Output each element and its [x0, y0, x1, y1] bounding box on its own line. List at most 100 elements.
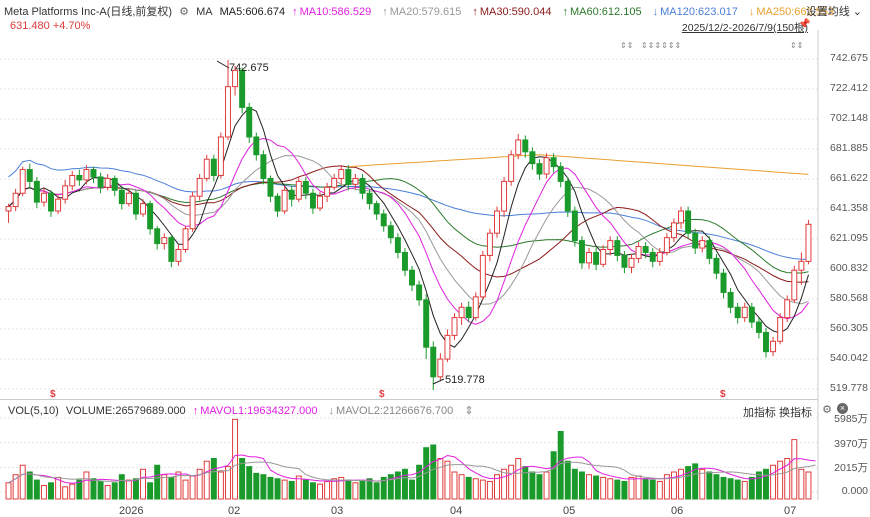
- candle-down: [302, 180, 309, 194]
- ma30-value: ↑ MA30:590.044: [472, 6, 552, 18]
- candle-up: [663, 237, 670, 253]
- candle-up: [607, 240, 614, 251]
- mavol2-value: ↓ MAVOL2:21266676.700: [328, 405, 454, 417]
- volume-bar: [663, 474, 670, 500]
- gear-icon[interactable]: ⚙: [822, 404, 832, 416]
- candle-down: [734, 306, 741, 319]
- candle-up: [331, 177, 338, 188]
- candle-down: [401, 251, 408, 271]
- volume-bar: [217, 471, 224, 500]
- candle-up: [437, 358, 444, 378]
- candle-up: [515, 139, 522, 156]
- ma20-value: ↑ MA20:579.615: [382, 6, 462, 18]
- volume-bar: [48, 482, 54, 500]
- candle-up: [295, 180, 302, 200]
- chevron-down-icon: ⌄: [852, 6, 862, 18]
- volume-bar: [536, 474, 543, 500]
- date-range[interactable]: 2025/12/2-2026/7/9(150根): [681, 22, 808, 34]
- candle-down: [685, 210, 692, 234]
- candle-down: [168, 237, 175, 262]
- candle-down: [154, 228, 161, 245]
- gear-icon[interactable]: ⚙: [179, 6, 190, 18]
- volume-axis-label: 5985万: [834, 413, 868, 425]
- volume-bar: [324, 480, 331, 500]
- event-marker[interactable]: $: [379, 389, 385, 400]
- switch-indicator-button[interactable]: 换指标: [779, 407, 812, 419]
- ma-label[interactable]: MA: [196, 6, 213, 18]
- date-axis-label: 04: [450, 505, 463, 517]
- volume-bar: [564, 460, 571, 500]
- price-axis-label: 580.568: [830, 292, 868, 304]
- candle-down: [309, 192, 316, 209]
- volume-bar: [770, 464, 777, 500]
- volume-bar: [253, 472, 260, 500]
- candle-up: [479, 254, 486, 298]
- candle-up: [40, 192, 47, 203]
- volume-bar: [203, 460, 210, 500]
- candle-down: [578, 240, 585, 264]
- candle-down: [132, 192, 139, 215]
- candle-down: [692, 232, 699, 249]
- volume-bar: [125, 479, 132, 500]
- candle-up: [444, 334, 451, 360]
- volume-bar: [656, 480, 663, 500]
- volume-bar: [345, 479, 352, 500]
- volume-bar: [239, 458, 246, 500]
- volume-bar: [494, 474, 500, 500]
- candle-up: [83, 169, 90, 181]
- candle-down: [274, 195, 281, 212]
- volume-bar: [40, 485, 47, 500]
- volume-bar: [281, 479, 288, 500]
- pin-icon[interactable]: 📌: [798, 19, 811, 30]
- volume-bar: [685, 466, 692, 500]
- candle-down: [536, 163, 543, 175]
- up-arrow-icon: ↑: [472, 6, 478, 18]
- price-axis-label: 702.148: [830, 112, 868, 124]
- candle-up: [317, 195, 323, 209]
- vol-label[interactable]: VOL(5,10): [8, 405, 59, 417]
- volume-bar: [12, 474, 19, 500]
- volume-bar: [373, 482, 380, 500]
- volume-bar: [458, 474, 465, 500]
- candle-down: [111, 177, 118, 191]
- volume-bar: [777, 460, 784, 500]
- ma120-value: ↓ MA120:623.017: [652, 6, 738, 18]
- candle-down: [720, 272, 727, 293]
- volume-bar: [97, 480, 104, 500]
- candle-down: [409, 269, 416, 286]
- volume-bar: [175, 471, 182, 500]
- candle-up: [12, 192, 19, 208]
- volume-axis-label: 3970万: [834, 437, 868, 450]
- volume-bar: [83, 471, 90, 500]
- candle-up: [175, 249, 182, 262]
- candle-down: [366, 192, 373, 205]
- stock-title: Meta Platforms Inc-A(日线,前复权): [4, 6, 173, 18]
- volume-bar: [387, 474, 394, 500]
- candle-up: [770, 340, 777, 353]
- candle-down: [239, 69, 246, 108]
- candle-down: [755, 321, 762, 333]
- event-marker[interactable]: $: [720, 389, 726, 400]
- volume-bar: [586, 474, 592, 500]
- candle-up: [798, 260, 805, 271]
- add-indicator-button[interactable]: 加指标: [742, 407, 776, 419]
- volume-bar: [670, 471, 677, 500]
- candle-up: [451, 317, 458, 336]
- volume-bar: [727, 478, 734, 500]
- candle-up: [182, 228, 189, 251]
- price-axis-label: 722.412: [830, 82, 868, 94]
- top-markers-2: ⇕⇕⇕⇕⇕⇕: [641, 41, 682, 50]
- candle-up: [203, 158, 210, 179]
- down-arrow-icon: ↓: [748, 6, 755, 18]
- volume-bar: [635, 475, 642, 500]
- volume-bar: [501, 468, 508, 500]
- event-marker[interactable]: $: [50, 389, 56, 400]
- candle-up: [196, 177, 203, 197]
- volume-bar: [734, 479, 741, 500]
- close-icon[interactable]: ×: [837, 403, 848, 414]
- ma-settings-button[interactable]: 设置均线 ⌄: [805, 6, 862, 18]
- volume-bar: [649, 479, 656, 500]
- candle-up: [69, 174, 76, 187]
- candle-up: [5, 206, 12, 212]
